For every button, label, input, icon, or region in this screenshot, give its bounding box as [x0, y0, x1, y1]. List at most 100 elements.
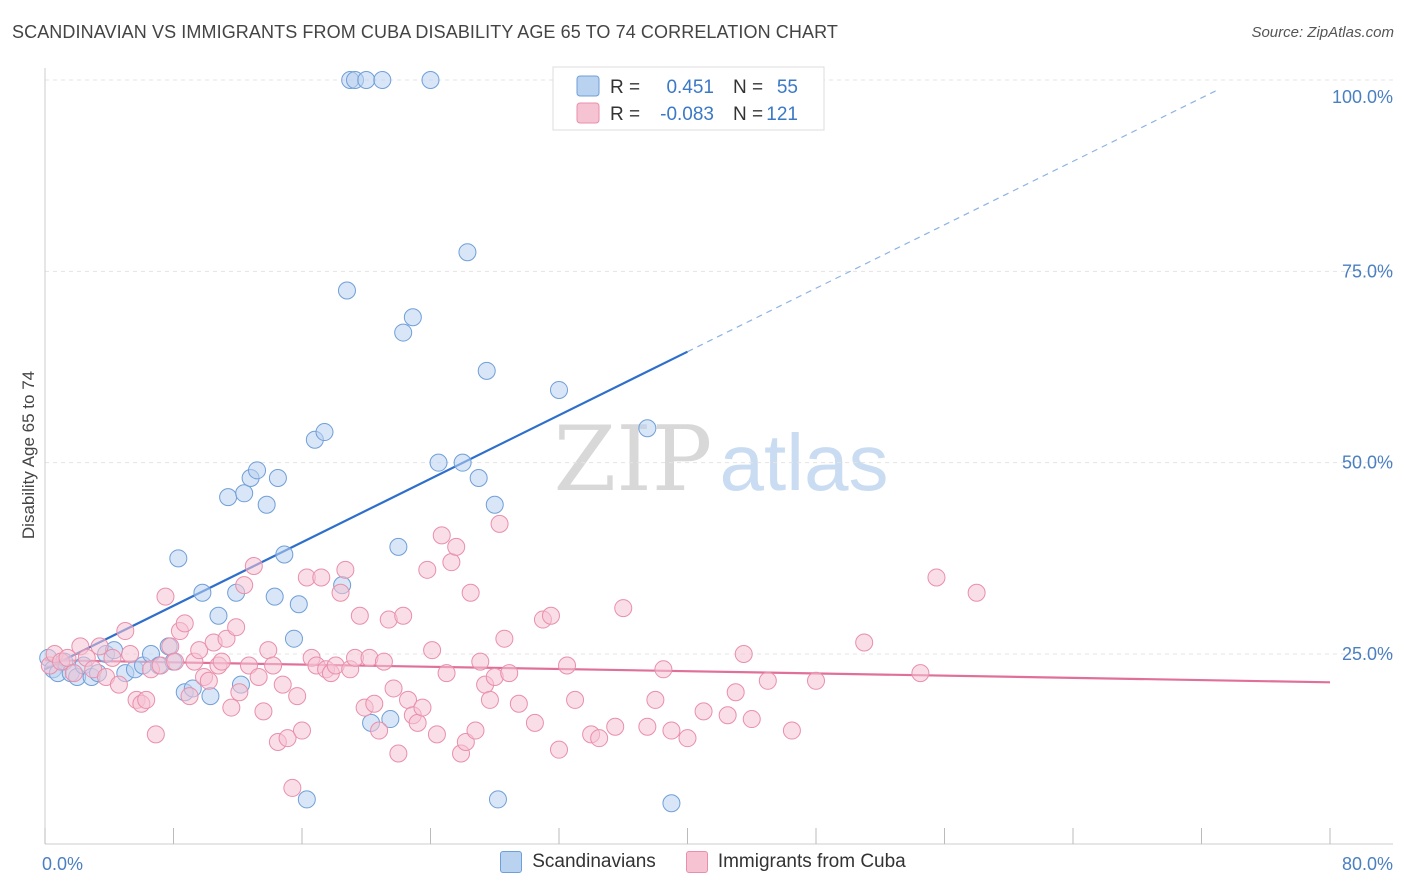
- cuba-point-109: [694, 702, 713, 721]
- scandinavian-point-53: [485, 495, 504, 514]
- scandinavian-point-45: [394, 323, 413, 342]
- legend-r-label-0: R =: [610, 77, 640, 98]
- cuba-point-65: [370, 721, 389, 740]
- scandinavian-point-54: [488, 790, 507, 809]
- cuba-point-110: [718, 706, 737, 725]
- tick-labels: 25.0% 50.0% 75.0% 100.0% 0.0% 80.0%: [42, 87, 1393, 874]
- y-tick-label-3: 100.0%: [1332, 87, 1393, 107]
- legend-swatch-scandinavians: [576, 75, 600, 97]
- y-tick-label-0: 25.0%: [1342, 644, 1393, 664]
- cuba-point-18: [146, 725, 165, 744]
- scandinavian-point-41: [373, 71, 392, 90]
- cuba-point-86: [471, 652, 490, 671]
- scandinavian-point-48: [429, 453, 448, 472]
- scandinavian-point-27: [248, 461, 267, 480]
- cuba-point-98: [558, 656, 577, 675]
- cuba-point-70: [394, 606, 413, 625]
- cuba-point-10: [103, 648, 122, 667]
- scandinavian-point-30: [275, 545, 294, 564]
- scandinavian-point-57: [662, 794, 681, 813]
- cuba-point-108: [678, 729, 697, 748]
- scandinavian-point-35: [315, 423, 334, 442]
- scandinavian-point-31: [284, 629, 303, 648]
- trend-line-1: [44, 659, 1331, 684]
- cuba-point-81: [447, 537, 466, 556]
- cuba-point-104: [638, 717, 657, 736]
- cuba-point-111: [726, 683, 745, 702]
- cuba-point-97: [550, 740, 568, 759]
- cuba-point-27: [190, 641, 209, 660]
- legend-n-label-1: N =: [733, 104, 763, 125]
- cuba-point-24: [175, 614, 194, 633]
- scandinavian-point-22: [209, 606, 228, 625]
- cuba-point-47: [283, 778, 302, 797]
- cuba-point-74: [413, 698, 432, 717]
- cuba-point-49: [293, 721, 311, 740]
- scandinavian-point-29: [265, 587, 284, 606]
- chart-title: SCANDINAVIAN VS IMMIGRANTS FROM CUBA DIS…: [12, 22, 838, 42]
- cuba-point-38: [239, 656, 258, 675]
- legend-item-scandinavians: Scandinavians: [500, 851, 656, 873]
- watermark-zip: ZIP: [554, 407, 713, 512]
- cuba-point-103: [614, 599, 633, 618]
- scandinavian-point-33: [297, 790, 316, 809]
- cuba-point-99: [566, 690, 585, 709]
- cuba-point-36: [230, 683, 249, 702]
- legend-label-cuba: Immigrants from Cuba: [717, 851, 906, 872]
- cuba-point-92: [500, 664, 519, 683]
- cuba-point-112: [734, 645, 753, 663]
- y-tick-label-1: 50.0%: [1342, 453, 1393, 473]
- scandinavian-point-50: [458, 243, 477, 262]
- scandinavian-point-32: [289, 595, 308, 614]
- cuba-point-25: [180, 687, 199, 706]
- legend-r-value-1: -0.083: [660, 104, 714, 125]
- cuba-point-22: [166, 652, 185, 671]
- cuba-point-32: [212, 652, 231, 671]
- cuba-point-96: [541, 606, 560, 625]
- cuba-point-34: [222, 698, 241, 717]
- cuba-point-105: [646, 690, 665, 709]
- scandinavian-point-17: [169, 549, 188, 568]
- cuba-point-12: [116, 622, 135, 641]
- legend-n-value-1: 121: [766, 104, 798, 125]
- legend-label-scandinavians: Scandinavians: [532, 851, 656, 872]
- cuba-point-91: [495, 629, 514, 648]
- bottom-legend: Scandinavians Immigrants from Cuba: [0, 851, 1406, 873]
- x-tick-label-min: 0.0%: [42, 854, 83, 874]
- cuba-point-83: [456, 733, 475, 752]
- cuba-point-80: [442, 553, 461, 572]
- cuba-point-4: [64, 664, 83, 683]
- legend-r-value-0: 0.451: [666, 77, 714, 98]
- scandinavian-point-28: [257, 495, 276, 514]
- legend-top: R = 0.451 N = 55 R = -0.083 N = 121: [552, 66, 825, 131]
- cuba-point-42: [259, 641, 278, 660]
- cuba-point-102: [606, 717, 625, 736]
- cuba-point-73: [408, 713, 427, 732]
- cuba-point-16: [137, 690, 156, 709]
- cuba-point-48: [288, 687, 307, 706]
- cuba-point-3: [58, 648, 77, 667]
- cuba-point-21: [161, 637, 180, 656]
- trend-line-0: [44, 350, 688, 671]
- scandinavian-point-52: [477, 361, 496, 380]
- scandinavian-point-20: [193, 583, 212, 602]
- legend-n-label-0: N =: [733, 77, 763, 98]
- cuba-point-90: [490, 514, 509, 533]
- cuba-point-8: [90, 637, 109, 656]
- legend-item-cuba: Immigrants from Cuba: [685, 851, 906, 873]
- scandinavian-point-44: [389, 537, 408, 556]
- cuba-point-77: [427, 725, 446, 744]
- cuba-point-75: [418, 560, 437, 579]
- watermark: ZIP atlas: [554, 407, 889, 512]
- scandinavian-point-21: [201, 687, 220, 706]
- cuba-point-116: [807, 671, 825, 690]
- scandinavians-points: [39, 71, 681, 813]
- scandinavian-point-43: [381, 710, 400, 729]
- scandinavian-point-49: [453, 453, 472, 472]
- cuba-point-39: [244, 556, 263, 575]
- cuba-point-119: [927, 568, 946, 587]
- y-tick-label-2: 75.0%: [1342, 261, 1393, 281]
- scandinavian-point-56: [638, 419, 657, 438]
- axes: [44, 68, 1393, 845]
